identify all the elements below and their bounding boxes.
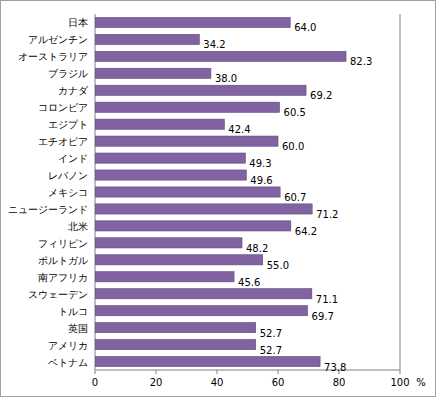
tick-label: 60 [272, 377, 285, 388]
bar [95, 153, 245, 163]
category-label: フィリピン [38, 238, 88, 249]
tick-mark [95, 370, 96, 374]
bar [95, 136, 278, 146]
category-label: エチオピア [38, 136, 88, 147]
bar [95, 85, 306, 95]
bar [95, 68, 211, 78]
bar [95, 170, 246, 180]
data-label: 60.0 [282, 141, 304, 152]
bar [95, 238, 242, 248]
category-label: レバノン [48, 170, 88, 181]
tick-mark [217, 370, 218, 374]
tick-mark [156, 370, 157, 374]
bar [95, 356, 320, 366]
category-label: カナダ [58, 85, 89, 96]
category-label: オーストラリア [18, 51, 88, 62]
tick-label: 80 [333, 377, 346, 388]
category-label: トルコ [58, 306, 88, 317]
category-label: 日本 [68, 17, 88, 28]
category-label: ブラジル [48, 68, 88, 79]
data-label: 69.7 [312, 311, 334, 322]
bar [95, 204, 312, 214]
bar [95, 51, 346, 61]
tick-label: 40 [211, 377, 224, 388]
tick-label: 20 [150, 377, 163, 388]
data-label: 71.2 [316, 209, 338, 220]
frame [1, 1, 436, 397]
bar [95, 339, 256, 349]
bar [95, 272, 234, 282]
category-label: メキシコ [48, 187, 88, 198]
tick-label: 0 [92, 377, 98, 388]
data-label: 60.5 [284, 107, 306, 118]
category-label: ポルトガル [38, 255, 88, 266]
data-label: 34.2 [203, 39, 225, 50]
bar [95, 306, 308, 316]
tick-mark [278, 370, 279, 374]
data-label: 49.6 [250, 175, 272, 186]
category-label: スウェーデン [28, 289, 88, 300]
category-label: エジプト [48, 119, 88, 130]
data-label: 45.6 [238, 277, 260, 288]
bar [95, 221, 291, 231]
data-label: 52.7 [260, 345, 282, 356]
bar [95, 255, 263, 265]
category-label: アルゼンチン [28, 34, 88, 45]
category-label: ベトナム [48, 357, 88, 368]
bar [95, 323, 256, 333]
tick-label: 100 [390, 377, 409, 388]
category-label: ニュージーランド [8, 204, 88, 215]
tick-mark [400, 370, 401, 374]
bar [95, 34, 199, 44]
data-label: 49.3 [249, 158, 271, 169]
data-label: 52.7 [260, 328, 282, 339]
category-label: インド [58, 153, 88, 164]
category-label: 英国 [68, 323, 88, 334]
category-label: アメリカ [48, 340, 88, 351]
data-label: 64.0 [294, 22, 316, 33]
data-label: 38.0 [215, 73, 237, 84]
category-label: 北米 [68, 221, 88, 232]
axis-line [95, 370, 400, 371]
category-label: コロンビア [38, 102, 88, 113]
data-label: 55.0 [267, 260, 289, 271]
bar [95, 119, 224, 129]
data-label: 64.2 [295, 226, 317, 237]
data-label: 71.1 [316, 294, 338, 305]
bar [95, 17, 290, 27]
bar [95, 187, 280, 197]
axis-label: % [416, 377, 426, 388]
data-label: 60.7 [284, 192, 306, 203]
data-label: 82.3 [350, 56, 372, 67]
bar [95, 102, 280, 112]
axis-line [400, 14, 401, 370]
chart: 0 20 40 60 80 100% 日本 64.0 アルゼンチン 34.2 オーストラリア 82.3… [0, 0, 436, 397]
data-label: 42.4 [228, 124, 250, 135]
category-label: 南アフリカ [38, 272, 88, 283]
data-label: 48.2 [246, 243, 268, 254]
data-label: 69.2 [310, 90, 332, 101]
data-label: 73.8 [324, 362, 346, 373]
bars [95, 17, 346, 366]
bar [95, 289, 312, 299]
